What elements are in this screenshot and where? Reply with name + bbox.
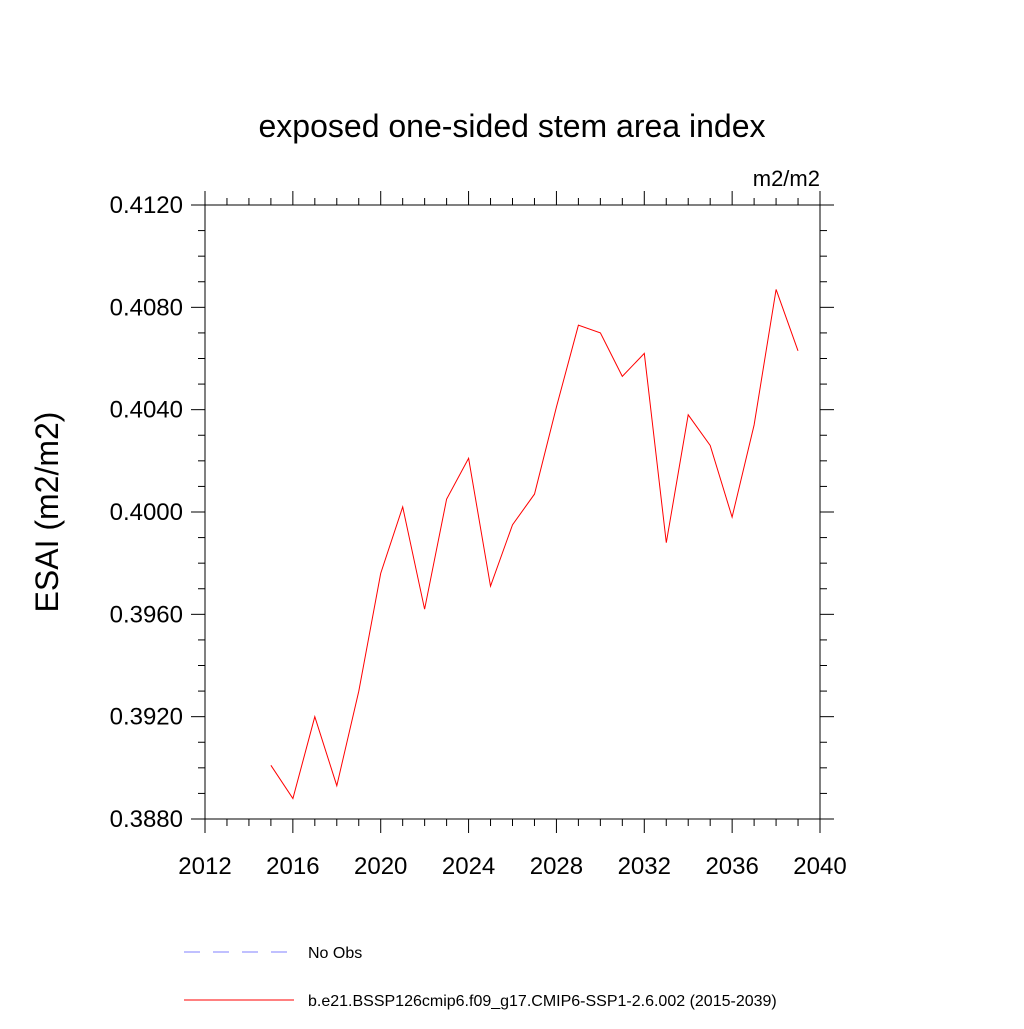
- units-label: m2/m2: [753, 166, 820, 191]
- y-tick-label: 0.4120: [110, 192, 183, 219]
- x-tick-label: 2024: [442, 853, 495, 880]
- x-tick-label: 2032: [618, 853, 671, 880]
- y-tick-label: 0.4000: [110, 499, 183, 526]
- x-axis-ticks: 2012 2016 2020 2024 2028 2032 2036 2040: [178, 191, 847, 880]
- x-tick-label: 2012: [178, 853, 231, 880]
- y-axis-label: ESAI (m2/m2): [29, 412, 65, 613]
- x-tick-label: 2036: [705, 853, 758, 880]
- data-series: [270, 289, 799, 800]
- x-tick-label: 2020: [354, 853, 407, 880]
- y-axis-ticks: 0.3880 0.3920 0.3960 0.4000 0.4040 0.4080 0.41…: [110, 192, 834, 833]
- x-tick-label: 2016: [266, 853, 319, 880]
- legend-label: No Obs: [308, 945, 362, 962]
- y-tick-label: 0.4040: [110, 397, 183, 424]
- x-tick-label: 2040: [793, 853, 846, 880]
- y-tick-label: 0.3880: [110, 806, 183, 833]
- y-tick-label: 0.4080: [110, 294, 183, 321]
- legend-label: b.e21.BSSP126cmip6.f09_g17.CMIP6-SSP1-2.…: [308, 993, 777, 1010]
- x-tick-label: 2028: [530, 853, 583, 880]
- plot-frame: [204, 204, 821, 820]
- chart-title: exposed one-sided stem area index: [259, 108, 766, 144]
- y-tick-label: 0.3920: [110, 704, 183, 731]
- series-line: [270, 289, 799, 800]
- y-tick-label: 0.3960: [110, 601, 183, 628]
- legend: No Obs b.e21.BSSP126cmip6.f09_g17.CMIP6-S…: [184, 945, 777, 1010]
